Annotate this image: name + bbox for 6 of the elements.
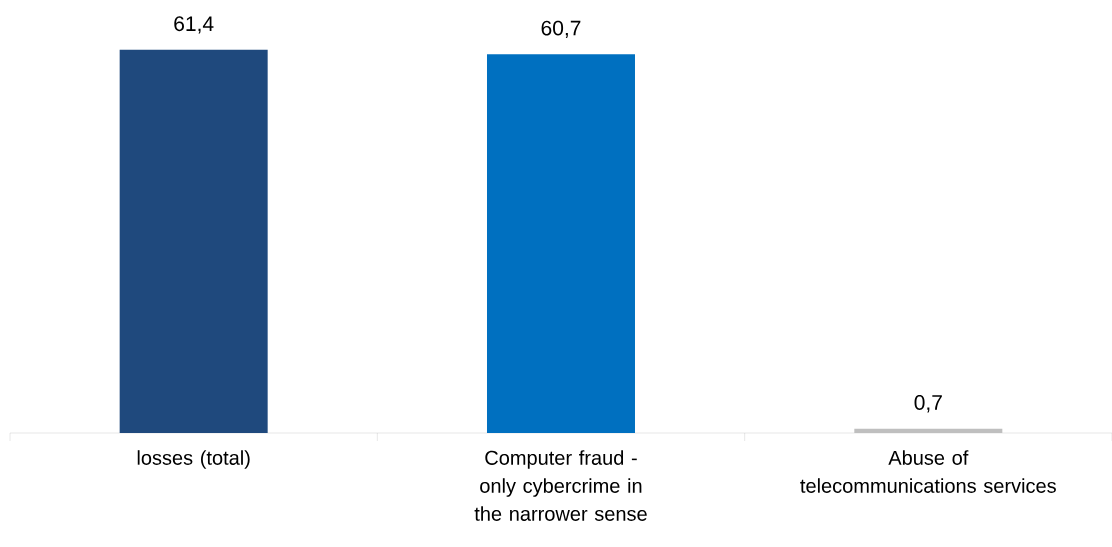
data-label: 60,7 [541, 20, 581, 38]
x-tick-label: losses (total) [137, 450, 250, 469]
data-label: 0,7 [914, 395, 942, 413]
data-label: 61,4 [174, 16, 214, 34]
x-tick-label: Computer fraud - only cybercrime in the narrower sense [474, 450, 647, 521]
x-tick-label: Abuse of telecommunications services [800, 450, 1056, 493]
